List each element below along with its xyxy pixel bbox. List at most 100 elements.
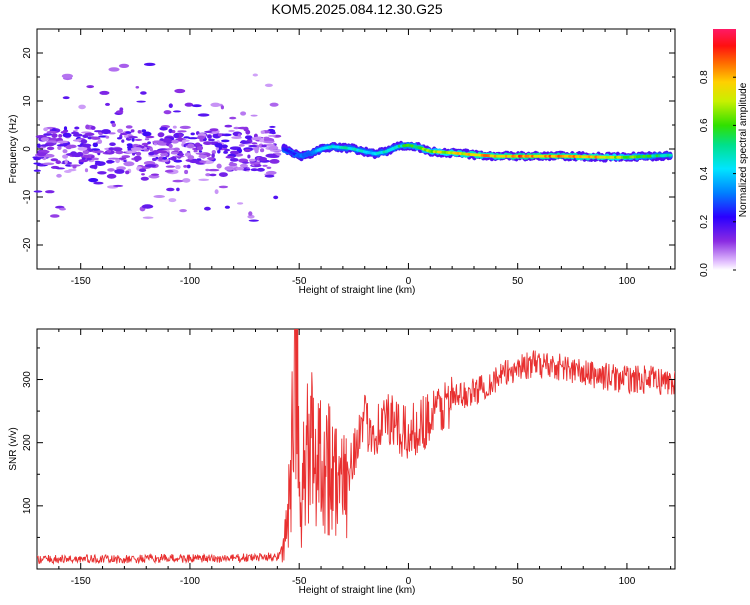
heatmap-cell bbox=[117, 137, 122, 140]
heatmap-cell bbox=[172, 179, 184, 183]
heatmap-cell bbox=[220, 105, 224, 110]
heatmap-cell bbox=[117, 128, 124, 133]
snr-x-tick-label: -150 bbox=[71, 576, 91, 587]
snr-x-tick-label: -50 bbox=[292, 576, 307, 587]
heatmap-cell bbox=[84, 132, 95, 136]
heatmap-cell bbox=[179, 152, 184, 157]
snr-x-tick-label: 50 bbox=[512, 576, 524, 587]
heatmap-cell bbox=[256, 167, 265, 172]
heatmap-cell bbox=[162, 138, 173, 143]
heatmap-cell bbox=[214, 189, 219, 195]
snr-y-axis-label: SNR (v/v) bbox=[8, 427, 19, 470]
heatmap-x-tick-label: -50 bbox=[292, 276, 307, 287]
heatmap-y-axis-label: Frequency (Hz) bbox=[8, 115, 19, 184]
heatmap-cell bbox=[89, 164, 98, 169]
heatmap-cell bbox=[145, 135, 155, 139]
heatmap-cell bbox=[94, 161, 106, 167]
heatmap-cell bbox=[50, 214, 60, 218]
heatmap-cell bbox=[74, 126, 80, 130]
heatmap-cell bbox=[184, 102, 194, 107]
heatmap-cell bbox=[259, 157, 267, 162]
heatmap-cell bbox=[164, 169, 174, 173]
heatmap-cell bbox=[81, 143, 92, 148]
heatmap-cell bbox=[106, 160, 115, 164]
heatmap-cell bbox=[136, 151, 142, 156]
heatmap-cell bbox=[105, 135, 110, 139]
heatmap-cell bbox=[250, 114, 258, 117]
colorbar-ticks: 0.0 0.2 0.4 0.6 0.8 bbox=[699, 70, 736, 277]
heatmap-cell bbox=[119, 107, 124, 112]
snr-x-tick-label: 0 bbox=[406, 576, 412, 587]
heatmap-cell bbox=[125, 125, 133, 129]
heatmap-cell bbox=[114, 169, 125, 174]
heatmap-cell bbox=[233, 126, 240, 130]
heatmap-cell bbox=[120, 132, 128, 136]
heatmap-cell bbox=[198, 178, 210, 181]
heatmap-cell bbox=[264, 83, 273, 88]
heatmap-cell bbox=[90, 136, 101, 140]
heatmap-cell bbox=[59, 207, 66, 211]
heatmap-cell bbox=[141, 204, 154, 209]
heatmap-cell bbox=[262, 140, 275, 144]
heatmap-cell bbox=[134, 157, 139, 162]
snr-line-layer bbox=[37, 329, 675, 565]
heatmap-cell bbox=[128, 136, 138, 139]
heatmap-cell bbox=[224, 148, 231, 152]
heatmap-cell bbox=[50, 158, 59, 162]
heatmap-cell bbox=[175, 165, 181, 170]
heatmap-cell bbox=[63, 126, 68, 131]
heatmap-cell bbox=[217, 133, 223, 137]
heatmap-cell bbox=[130, 129, 135, 133]
heatmap-cell bbox=[197, 135, 206, 140]
heatmap-cell bbox=[163, 110, 172, 115]
heatmap-cell bbox=[77, 146, 88, 151]
heatmap-cell bbox=[118, 157, 127, 160]
heatmap-cell bbox=[142, 131, 152, 137]
heatmap-cell bbox=[158, 156, 164, 161]
heatmap-cell bbox=[240, 111, 247, 116]
heatmap-cell bbox=[207, 138, 215, 142]
heatmap-cell bbox=[45, 190, 55, 194]
heatmap-cell bbox=[173, 133, 180, 139]
heatmap-cell bbox=[261, 144, 267, 148]
heatmap-cell bbox=[248, 145, 258, 148]
heatmap-cell bbox=[82, 149, 90, 155]
heatmap-cell bbox=[149, 147, 153, 152]
heatmap-cell bbox=[85, 124, 90, 130]
snr-y-tick-label: 200 bbox=[22, 434, 33, 451]
heatmap-cell bbox=[115, 150, 124, 155]
heatmap-cell bbox=[62, 154, 69, 159]
heatmap-cell bbox=[148, 151, 155, 156]
heatmap-cell bbox=[135, 86, 140, 89]
heatmap-cell bbox=[40, 144, 49, 147]
heatmap-cell bbox=[108, 67, 120, 72]
heatmap-x-tick-label: -100 bbox=[180, 276, 200, 287]
heatmap-cell bbox=[248, 211, 253, 216]
heatmap-cell bbox=[92, 142, 99, 148]
chart-title: KOM5.2025.084.12.30.G25 bbox=[271, 1, 442, 17]
heatmap-cell bbox=[139, 168, 147, 172]
colorbar: 0.0 0.2 0.4 0.6 0.8 Normalized spectral ampl… bbox=[699, 29, 749, 277]
heatmap-cell bbox=[237, 202, 244, 205]
heatmap-cell bbox=[153, 195, 165, 198]
heatmap-cell bbox=[218, 172, 228, 178]
heatmap-ridge-layer bbox=[281, 140, 673, 163]
heatmap-cell bbox=[269, 125, 276, 128]
heatmap-cell bbox=[187, 155, 195, 160]
heatmap-cell bbox=[92, 150, 104, 153]
heatmap-cell bbox=[108, 157, 120, 160]
snr-x-tick-label: -100 bbox=[180, 576, 200, 587]
heatmap-cell bbox=[207, 168, 220, 172]
heatmap-cell bbox=[273, 195, 279, 200]
heatmap-cell bbox=[269, 149, 282, 152]
heatmap-cell bbox=[112, 184, 124, 187]
heatmap-cell bbox=[197, 113, 210, 117]
heatmap-cell bbox=[56, 173, 62, 178]
heatmap-cell bbox=[179, 125, 191, 129]
heatmap-cell bbox=[230, 158, 239, 162]
heatmap-cell bbox=[214, 143, 223, 148]
